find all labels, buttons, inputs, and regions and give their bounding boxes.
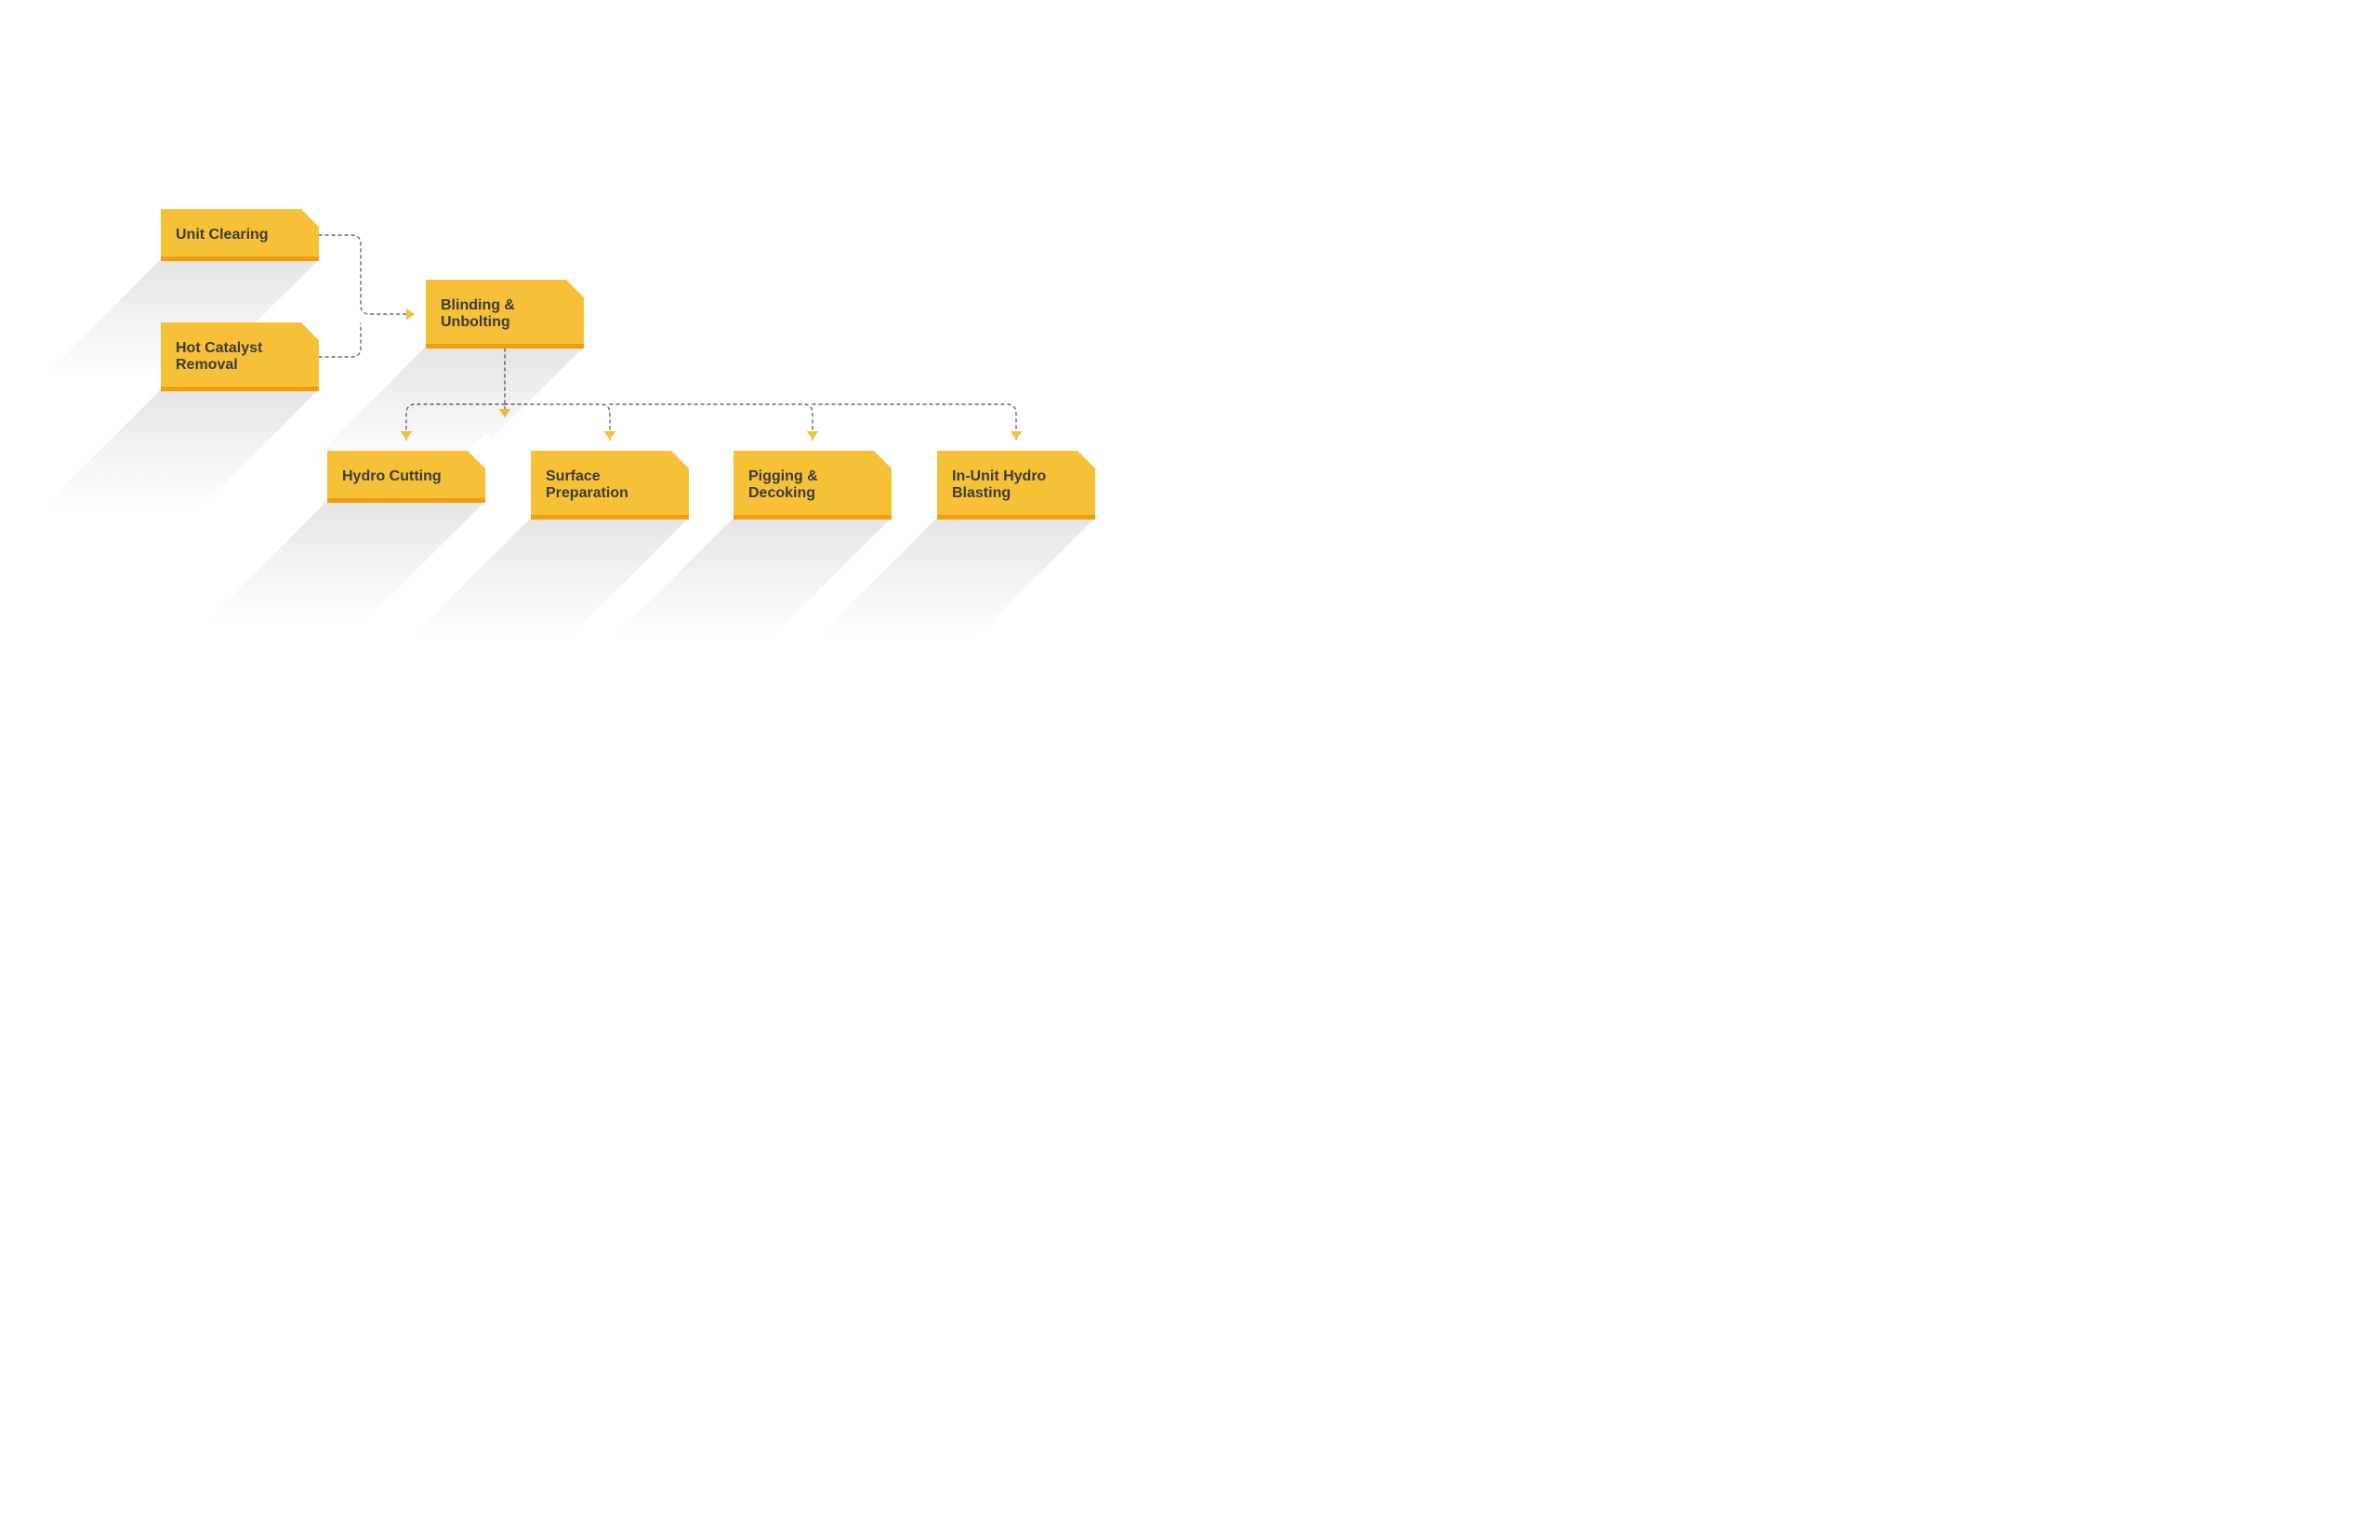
node-face: Unit Clearing [161,209,319,261]
node-face: Blinding & Unbolting [426,280,584,349]
node-label: Hydro Cutting [342,468,442,485]
node-label: Blinding & Unbolting [441,297,515,332]
flowchart-stage: Unit Clearing Hot Catalyst Removal Blindin… [0,0,1428,933]
node-label: Surface Preparation [546,468,628,503]
node-accent [161,257,319,261]
node-face: Hydro Cutting [327,451,485,503]
node-unit-clearing: Unit Clearing [161,209,319,261]
node-label: In-Unit Hydro Blasting [952,468,1046,503]
node-in-unit-hydro-blasting: In-Unit Hydro Blasting [937,451,1095,520]
node-face: Hot Catalyst Removal [161,322,319,391]
connectors-layer [0,0,1428,933]
node-face: In-Unit Hydro Blasting [937,451,1095,520]
edge-bus-to-pd [610,404,813,440]
node-surface-preparation: Surface Preparation [531,451,689,520]
node-hydro-cutting: Hydro Cutting [327,451,485,503]
node-label: Pigging & Decoking [748,468,818,503]
node-label: Hot Catalyst Removal [176,340,262,375]
node-accent [161,387,319,391]
edge-uc-to-bu [319,235,415,314]
node-accent [426,344,584,349]
node-pigging-decoking: Pigging & Decoking [734,451,892,520]
node-hot-catalyst-removal: Hot Catalyst Removal [161,322,319,391]
edge-bus-to-sp [505,404,610,440]
node-face: Pigging & Decoking [734,451,892,520]
node-accent [531,515,689,520]
node-label: Unit Clearing [176,227,269,244]
node-accent [734,515,892,520]
node-blinding-unbolting: Blinding & Unbolting [426,280,584,349]
node-face: Surface Preparation [531,451,689,520]
node-accent [327,498,485,503]
node-accent [937,515,1095,520]
edge-bus-left-to-hc [406,404,505,440]
edge-bus-to-iuhb [813,404,1016,440]
